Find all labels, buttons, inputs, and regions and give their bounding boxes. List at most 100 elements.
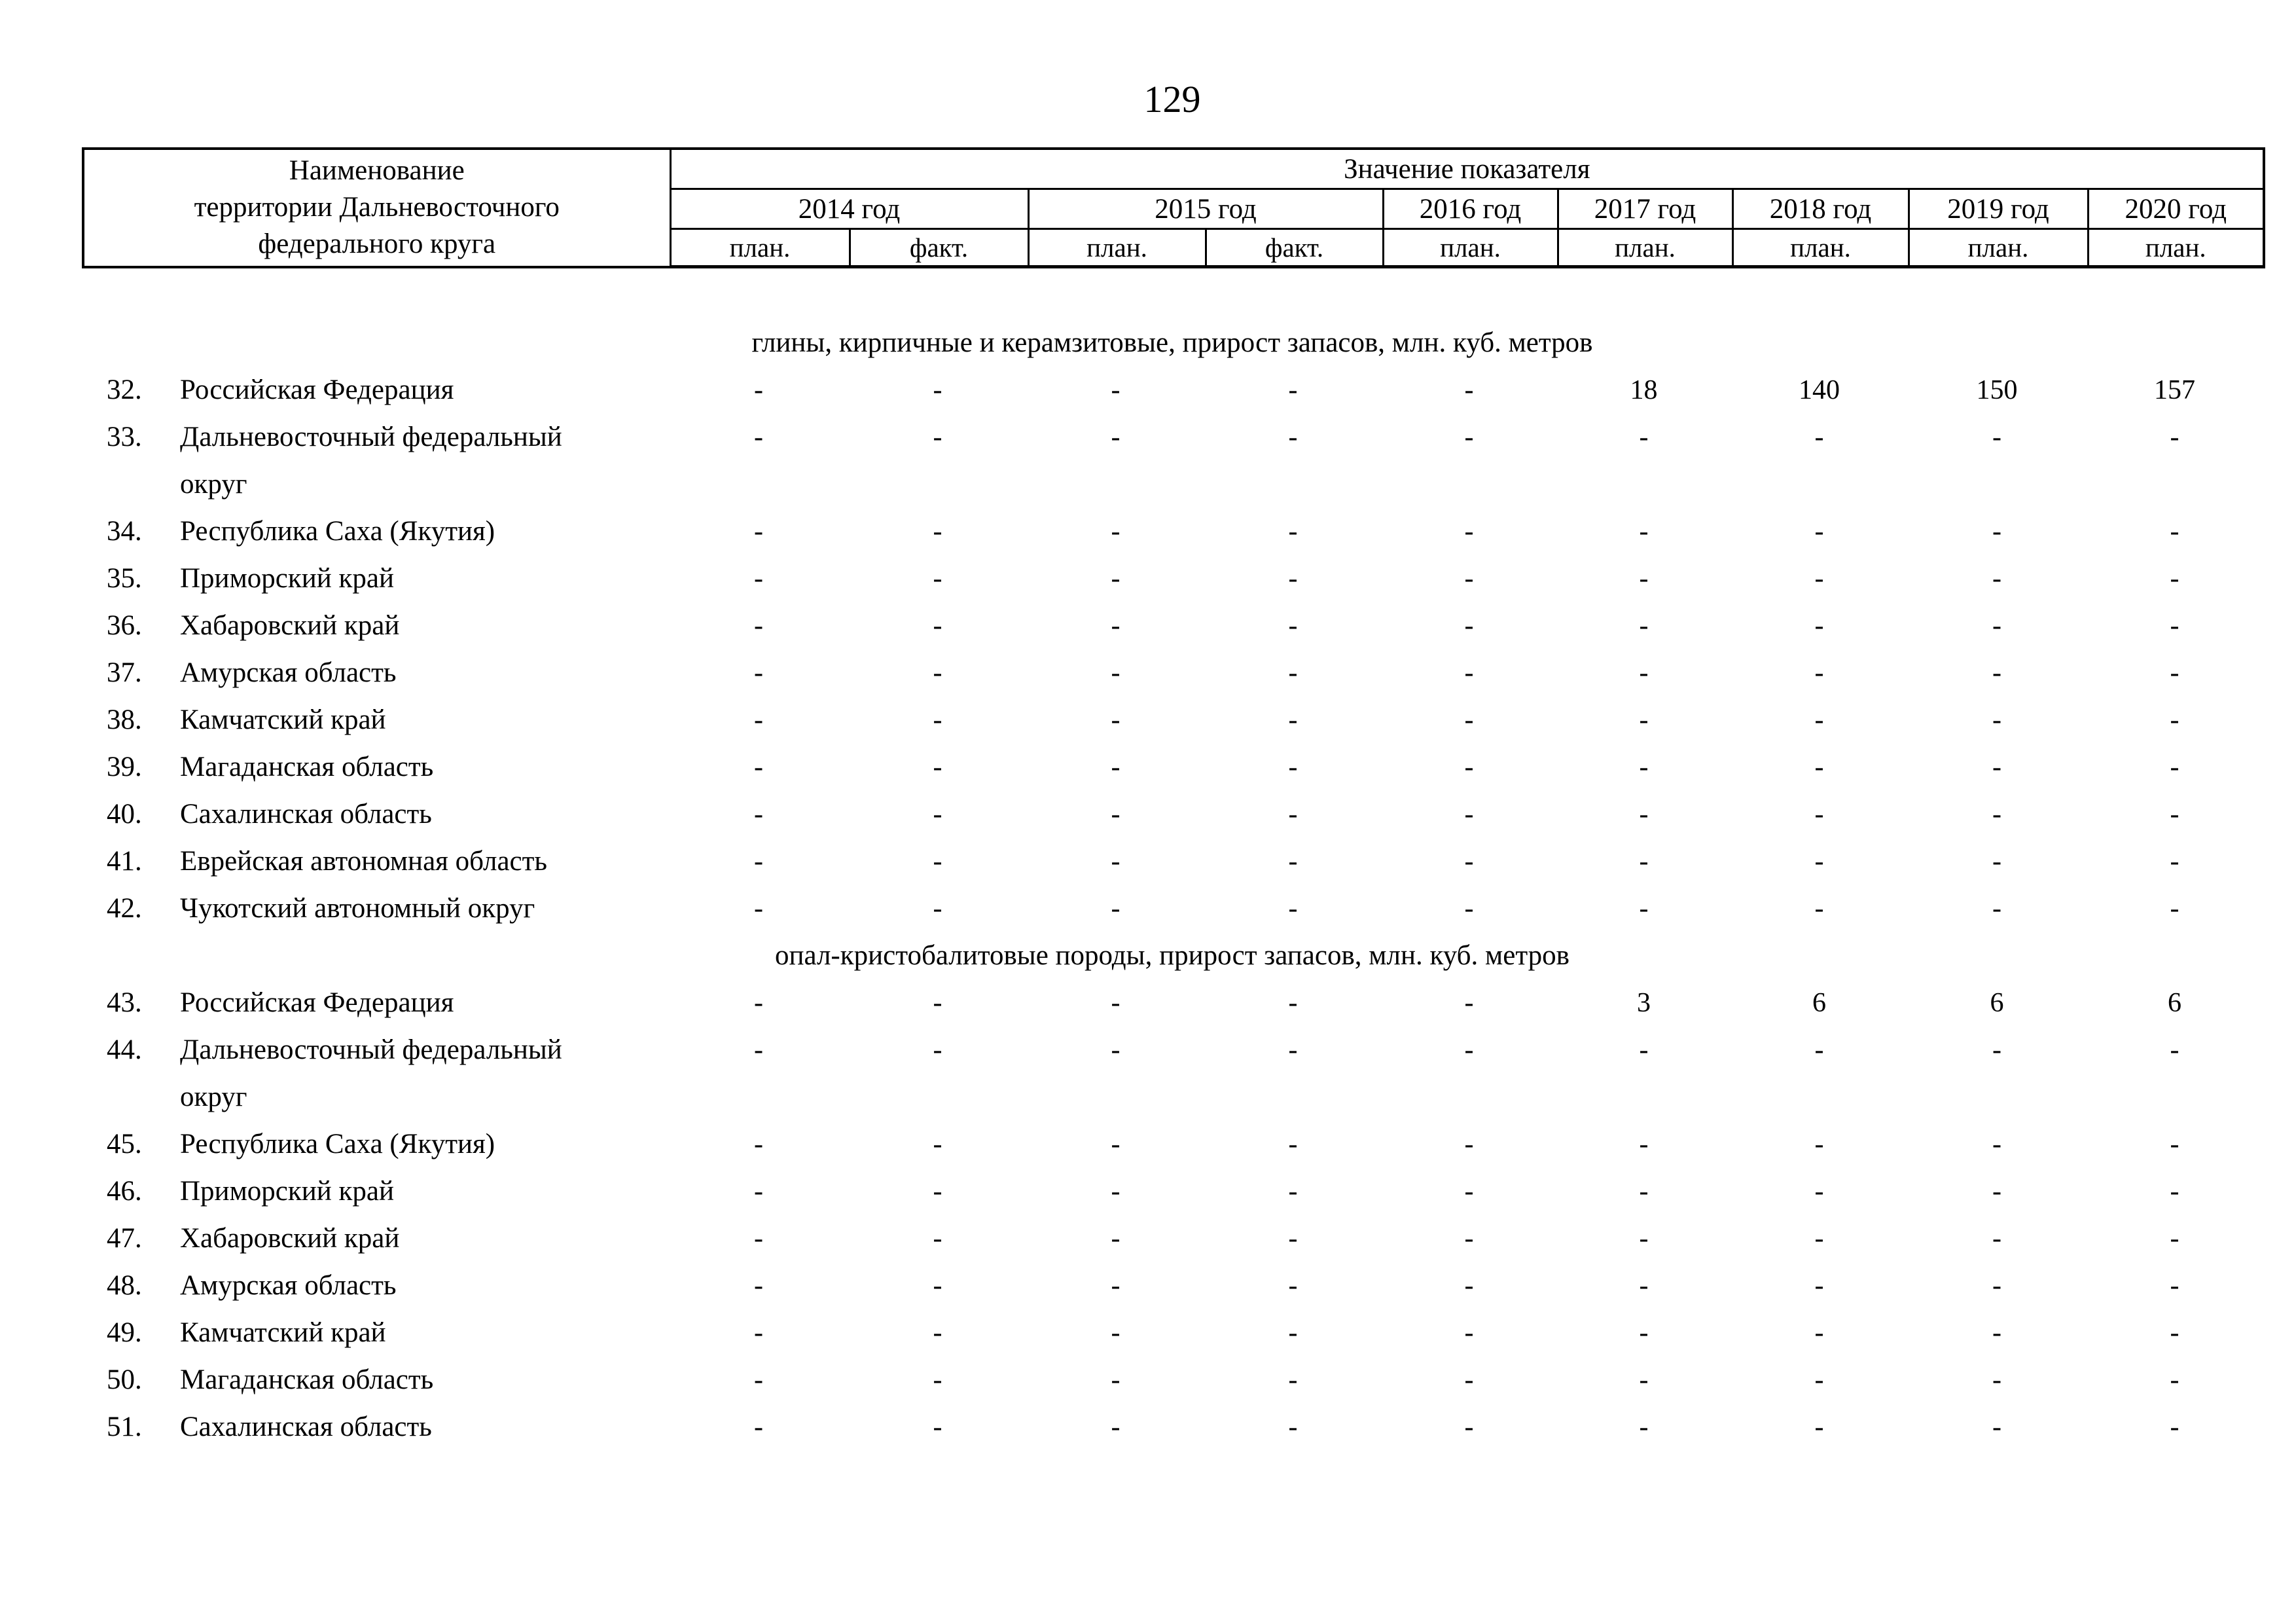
cell-value: - (1992, 705, 2001, 735)
row-number: 47. (107, 1223, 142, 1254)
table-row: 42. Чукотский автономный округ - - - - -… (82, 885, 2263, 932)
table-row: 47. Хабаровский край - - - - - - - - - (82, 1215, 2263, 1262)
row-name: Республика Саха (Якутия) (180, 516, 495, 547)
cell-value: - (754, 988, 763, 1018)
cell-value: - (1288, 422, 1298, 452)
cell-value: - (1992, 1318, 2001, 1348)
cell-value: 140 (1799, 375, 1840, 405)
cell-value: - (1288, 799, 1298, 830)
cell-value: - (754, 1412, 763, 1442)
cell-value: - (754, 1129, 763, 1159)
cell-value: - (1992, 658, 2001, 688)
subheader-plan: план. (669, 228, 851, 268)
cell-value: - (2170, 752, 2179, 782)
cell-value: - (933, 1271, 942, 1301)
cell-value: - (1814, 752, 1824, 782)
cell-value: - (1464, 611, 1474, 641)
column-header-2020: 2020 год (2087, 188, 2265, 230)
cell-value: - (1992, 1271, 2001, 1301)
cell-value: - (754, 1271, 763, 1301)
cell-value: 6 (2168, 988, 2181, 1018)
row-number: 42. (107, 893, 142, 924)
cell-value: - (2170, 1129, 2179, 1159)
cell-value: - (754, 1224, 763, 1254)
cell-value: - (1111, 1129, 1121, 1159)
row-name: Дальневосточный федеральный округ (180, 1034, 562, 1112)
cell-value: - (1814, 1224, 1824, 1254)
cell-value: - (1992, 1412, 2001, 1442)
column-header-2019: 2019 год (1907, 188, 2089, 230)
cell-value: - (754, 1176, 763, 1207)
section-title: опал-кристобалитовые породы, прирост зап… (775, 940, 1570, 971)
row-number: 36. (107, 610, 142, 641)
cell-value: - (933, 1318, 942, 1348)
cell-value: - (1992, 847, 2001, 877)
cell-value: - (1288, 1224, 1298, 1254)
table-row: 48. Амурская область - - - - - - - - - (82, 1262, 2263, 1309)
subheader-plan: план. (1731, 228, 1910, 268)
table-row: 34. Республика Саха (Якутия) - - - - - -… (82, 508, 2263, 555)
cell-value: - (933, 658, 942, 688)
cell-value: - (933, 611, 942, 641)
name-column-header-line: федерального круга (258, 228, 496, 260)
cell-value: - (1639, 1224, 1649, 1254)
cell-value: - (754, 517, 763, 547)
table-row: 51. Сахалинская область - - - - - - - - … (82, 1404, 2263, 1451)
cell-value: - (933, 1176, 942, 1207)
cell-value: - (2170, 1224, 2179, 1254)
subheader-plan: план. (1556, 228, 1734, 268)
cell-value: - (933, 705, 942, 735)
cell-value: - (754, 847, 763, 877)
cell-value: - (933, 1035, 942, 1065)
cell-value: - (1288, 658, 1298, 688)
cell-value: - (1111, 1271, 1121, 1301)
cell-value: - (1992, 564, 2001, 594)
row-number: 49. (107, 1317, 142, 1348)
cell-value: - (1111, 1412, 1121, 1442)
cell-value: - (754, 1035, 763, 1065)
cell-value: - (2170, 658, 2179, 688)
cell-value: - (1814, 658, 1824, 688)
cell-value: - (754, 894, 763, 924)
cell-value: - (754, 564, 763, 594)
cell-value: - (1992, 799, 2001, 830)
table-row: 45. Республика Саха (Якутия) - - - - - -… (82, 1121, 2263, 1168)
cell-value: - (1464, 1129, 1474, 1159)
row-number: 38. (107, 704, 142, 735)
row-name: Амурская область (180, 657, 397, 688)
subheader-plan: план. (1907, 228, 2089, 268)
row-name: Хабаровский край (180, 610, 400, 641)
name-column-header-line: Наименование (289, 155, 465, 187)
column-header-2014: 2014 год (669, 188, 1030, 230)
row-number: 33. (107, 422, 142, 452)
cell-value: - (1814, 1412, 1824, 1442)
cell-value: - (933, 1224, 942, 1254)
cell-value: - (1288, 752, 1298, 782)
cell-value: - (1464, 1224, 1474, 1254)
cell-value: - (1288, 517, 1298, 547)
cell-value: - (1814, 564, 1824, 594)
cell-value: - (1814, 1271, 1824, 1301)
cell-value: - (1288, 1035, 1298, 1065)
cell-value: - (1288, 1412, 1298, 1442)
cell-value: - (1639, 705, 1649, 735)
column-header-2015: 2015 год (1027, 188, 1384, 230)
cell-value: - (1288, 1365, 1298, 1395)
row-name: Амурская область (180, 1270, 397, 1301)
cell-value: - (1639, 1129, 1649, 1159)
cell-value: 18 (1630, 375, 1658, 405)
table-row: 33. Дальневосточный федеральный округ - … (82, 414, 2263, 508)
table-row: 32. Российская Федерация - - - - - 18 14… (82, 367, 2263, 414)
cell-value: - (754, 752, 763, 782)
cell-value: 6 (1990, 988, 2004, 1018)
column-header-2017: 2017 год (1556, 188, 1734, 230)
cell-value: - (1111, 1176, 1121, 1207)
cell-value: - (1639, 517, 1649, 547)
table-row: 41. Еврейская автономная область - - - -… (82, 838, 2263, 885)
cell-value: - (1814, 422, 1824, 452)
row-number: 44. (107, 1034, 142, 1065)
cell-value: - (2170, 1365, 2179, 1395)
cell-value: - (1814, 1318, 1824, 1348)
cell-value: - (933, 1412, 942, 1442)
cell-value: - (1464, 1412, 1474, 1442)
